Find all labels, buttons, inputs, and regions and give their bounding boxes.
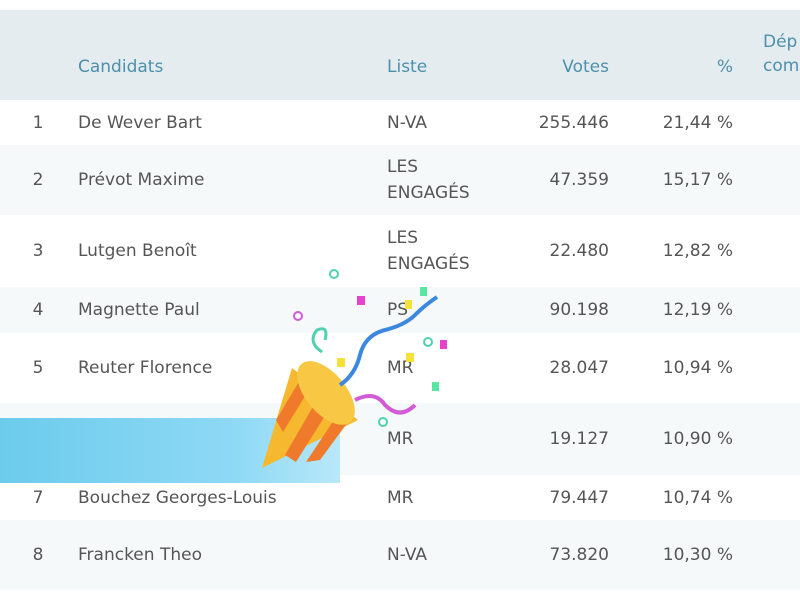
percentage: 10,74 %	[662, 487, 733, 508]
list-name: MR	[387, 487, 414, 508]
votes: 22.480	[549, 241, 609, 261]
column-header: Dép com	[763, 32, 800, 76]
percentage: 10,90 %	[662, 429, 733, 449]
rank: 1	[32, 112, 44, 133]
table-row	[0, 145, 800, 215]
votes: 255.446	[538, 112, 609, 133]
rank: 2	[32, 170, 44, 190]
rank: 7	[32, 487, 44, 508]
list-name: N-VA	[387, 545, 428, 565]
table-row	[0, 333, 800, 403]
percentage: 15,17 %	[662, 170, 733, 190]
votes: 19.127	[549, 429, 609, 449]
candidate-name: Bouchez Georges-Louis	[78, 487, 277, 508]
list-name: LES ENGAGÉS	[387, 228, 470, 274]
percentage: 21,44 %	[662, 112, 733, 133]
candidate-name: Francken Theo	[78, 545, 202, 565]
candidate-name: Reuter Florence	[78, 358, 213, 378]
table-row	[0, 100, 800, 145]
votes: 47.359	[549, 170, 609, 190]
votes: 28.047	[549, 358, 609, 378]
column-header: Liste	[387, 57, 428, 77]
table-header	[0, 10, 800, 100]
percentage: 12,19 %	[662, 300, 733, 320]
candidate-name: Lutgen Benoît	[78, 241, 197, 261]
rank: 3	[32, 241, 44, 261]
rank: 4	[32, 300, 44, 320]
candidate-name: Prévot Maxime	[78, 170, 205, 190]
column-header: %	[716, 57, 733, 77]
table-row	[0, 520, 800, 590]
votes: 73.820	[549, 545, 609, 565]
list-name: LES ENGAGÉS	[387, 157, 470, 203]
candidate-name: Magnette Paul	[78, 300, 200, 320]
percentage: 12,82 %	[662, 241, 733, 261]
rank: 5	[32, 358, 44, 378]
percentage: 10,30 %	[662, 545, 733, 565]
list-name: PS	[387, 300, 409, 320]
table-row	[0, 215, 800, 287]
list-name: N-VA	[387, 112, 428, 133]
votes: 90.198	[549, 300, 609, 320]
list-name: MR	[387, 429, 414, 449]
column-header: Candidats	[78, 57, 164, 77]
list-name: MR	[387, 358, 414, 378]
votes: 79.447	[549, 487, 609, 508]
column-header: Votes	[562, 57, 609, 77]
rank: 8	[32, 545, 44, 565]
candidate-name: De Wever Bart	[78, 112, 202, 133]
percentage: 10,94 %	[662, 358, 733, 378]
